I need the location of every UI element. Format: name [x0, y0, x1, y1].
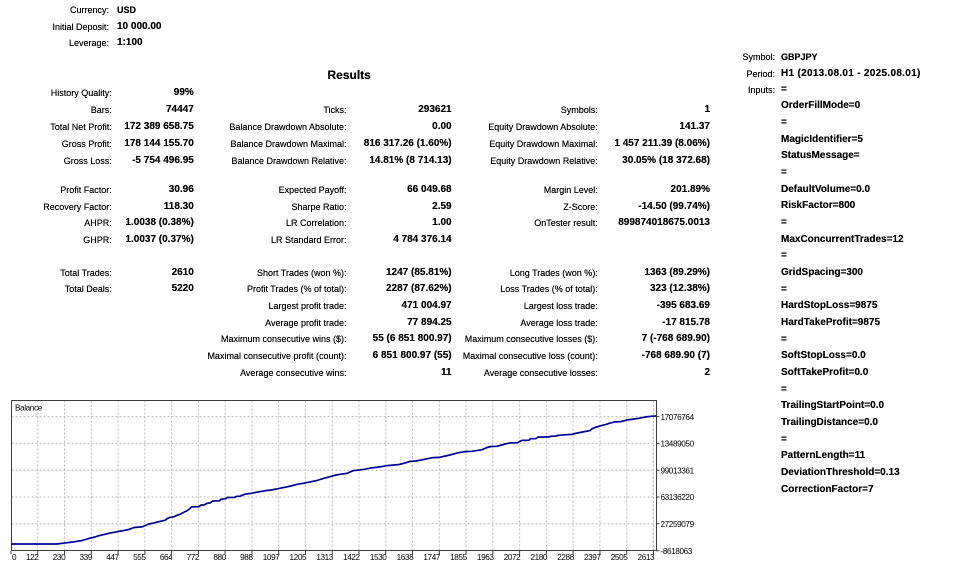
svg-text:2288: 2288: [557, 553, 574, 562]
svg-text:772: 772: [187, 553, 200, 562]
svg-text:1205: 1205: [290, 553, 307, 562]
svg-text:17076764: 17076764: [661, 413, 695, 422]
svg-text:1747: 1747: [423, 553, 440, 562]
svg-text:2505: 2505: [611, 553, 628, 562]
svg-text:2072: 2072: [504, 553, 521, 562]
svg-text:27259079: 27259079: [661, 520, 695, 529]
svg-text:339: 339: [80, 553, 93, 562]
svg-text:1530: 1530: [370, 553, 387, 562]
svg-text:1963: 1963: [477, 553, 494, 562]
svg-text:1422: 1422: [343, 553, 360, 562]
svg-text:1313: 1313: [316, 553, 333, 562]
svg-text:0: 0: [12, 553, 17, 562]
svg-text:1855: 1855: [450, 553, 467, 562]
svg-text:1638: 1638: [397, 553, 414, 562]
svg-text:-8618063: -8618063: [661, 547, 693, 556]
svg-text:2180: 2180: [530, 553, 547, 562]
svg-text:Balance: Balance: [15, 404, 43, 413]
svg-text:447: 447: [106, 553, 119, 562]
svg-text:664: 664: [160, 553, 173, 562]
svg-text:2613: 2613: [638, 553, 655, 562]
svg-text:2397: 2397: [584, 553, 601, 562]
svg-text:122: 122: [26, 553, 39, 562]
svg-text:880: 880: [213, 553, 226, 562]
svg-text:988: 988: [240, 553, 253, 562]
svg-text:99013361: 99013361: [661, 466, 695, 475]
svg-text:230: 230: [53, 553, 66, 562]
svg-text:1097: 1097: [263, 553, 280, 562]
svg-text:13489050: 13489050: [661, 440, 695, 449]
svg-text:555: 555: [133, 553, 146, 562]
svg-text:63136220: 63136220: [661, 493, 695, 502]
